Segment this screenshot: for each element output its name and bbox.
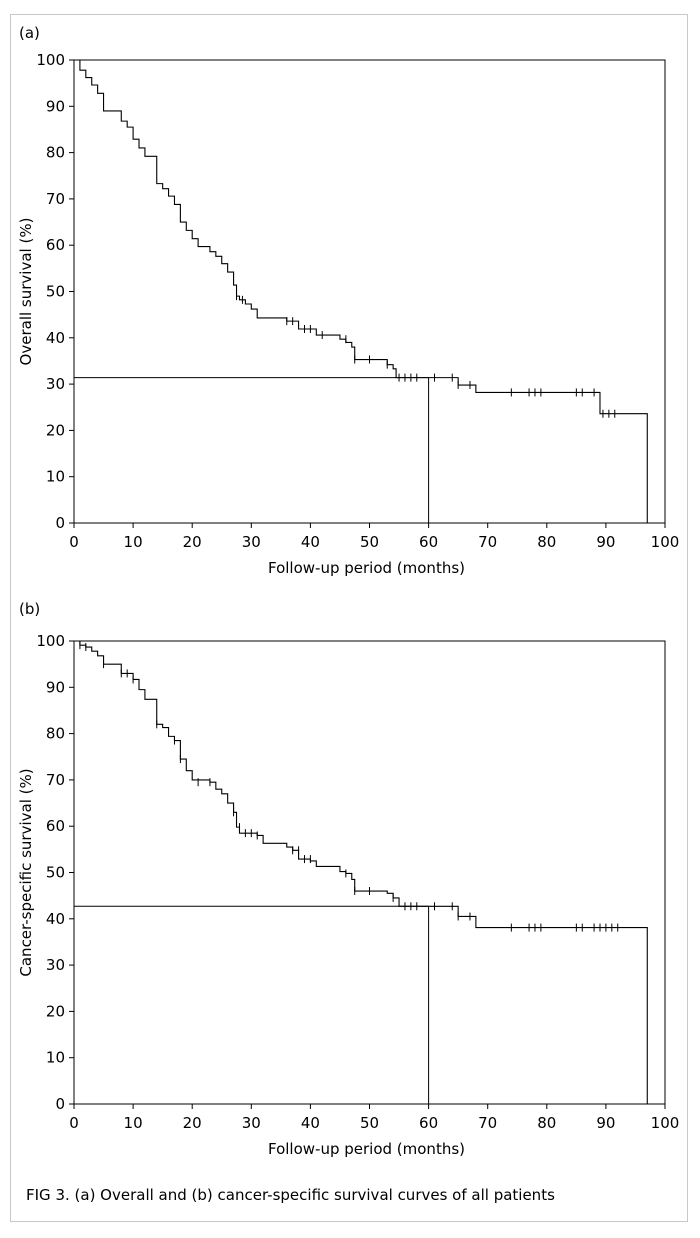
panel-b-label: (b): [19, 600, 40, 618]
panel-a-x-tick-label: 10: [124, 533, 143, 551]
panel-b-y-tick-label: 50: [46, 864, 65, 882]
panel-b-y-axis-title: Cancer-specific survival (%): [17, 768, 35, 976]
panel-a-y-tick-label: 0: [55, 514, 65, 532]
panel-a-y-tick-label: 80: [46, 144, 65, 162]
panel-b-plot-frame: [73, 640, 666, 1105]
panel-a-y-tick-label: 70: [46, 190, 65, 208]
panel-a-label: (a): [19, 24, 40, 42]
panel-a-x-tick-label: 70: [478, 533, 497, 551]
panel-b-y-tick-label: 30: [46, 956, 65, 974]
panel-b-y-tick-label: 100: [36, 632, 65, 650]
panel-b-x-tick-label: 0: [69, 1114, 79, 1132]
panel-a-survival-curve: [74, 59, 648, 523]
panel-b-x-tick-label: 10: [124, 1114, 143, 1132]
figure-frame: [10, 14, 688, 1222]
panel-a-x-tick-label: 90: [596, 533, 615, 551]
panel-b-x-tick-label: 40: [301, 1114, 320, 1132]
panel-b-x-tick-label: 60: [419, 1114, 438, 1132]
panel-a-y-tick-label: 90: [46, 97, 65, 115]
panel-a-x-axis-title: Follow-up period (months): [268, 559, 465, 577]
panel-b-y-tick-label: 90: [46, 678, 65, 696]
panel-a-y-tick-label: 20: [46, 421, 65, 439]
panel-b-y-tick-label: 10: [46, 1049, 65, 1067]
panel-a-y-tick-label: 50: [46, 283, 65, 301]
panel-b-y-tick-label: 20: [46, 1002, 65, 1020]
panel-b-y-tick-label: 0: [55, 1095, 65, 1113]
panel-b-y-tick-label: 70: [46, 771, 65, 789]
panel-a-y-tick-label: 100: [36, 51, 65, 69]
panel-a-x-tick-label: 30: [242, 533, 261, 551]
panel-a-y-tick-label: 40: [46, 329, 65, 347]
panel-a-x-tick-label: 40: [301, 533, 320, 551]
panel-b-y-tick-label: 80: [46, 725, 65, 743]
panel-a-y-axis-title: Overall survival (%): [17, 218, 35, 366]
panel-a-x-tick-label: 100: [651, 533, 680, 551]
panel-b-x-axis-title: Follow-up period (months): [268, 1140, 465, 1158]
panel-b-x-tick-label: 80: [537, 1114, 556, 1132]
figure-caption: FIG 3. (a) Overall and (b) cancer-specif…: [26, 1186, 555, 1204]
panel-a-x-tick-label: 50: [360, 533, 379, 551]
panel-a-plot-frame: [73, 59, 666, 524]
panel-a-y-tick-label: 30: [46, 375, 65, 393]
panel-b-y-tick-label: 40: [46, 910, 65, 928]
panel-a-x-tick-label: 60: [419, 533, 438, 551]
panel-a-x-tick-label: 0: [69, 533, 79, 551]
panel-b-y-tick-label: 60: [46, 817, 65, 835]
panel-b-x-tick-label: 90: [596, 1114, 615, 1132]
panel-b-survival-curve: [74, 640, 648, 1104]
panel-a-x-tick-label: 20: [183, 533, 202, 551]
panel-b-x-tick-label: 20: [183, 1114, 202, 1132]
panel-a-y-tick-label: 60: [46, 236, 65, 254]
panel-b-x-tick-label: 50: [360, 1114, 379, 1132]
panel-b-x-tick-label: 30: [242, 1114, 261, 1132]
panel-b-x-tick-label: 100: [651, 1114, 680, 1132]
panel-a-y-tick-label: 10: [46, 468, 65, 486]
panel-b-x-tick-label: 70: [478, 1114, 497, 1132]
panel-a-x-tick-label: 80: [537, 533, 556, 551]
